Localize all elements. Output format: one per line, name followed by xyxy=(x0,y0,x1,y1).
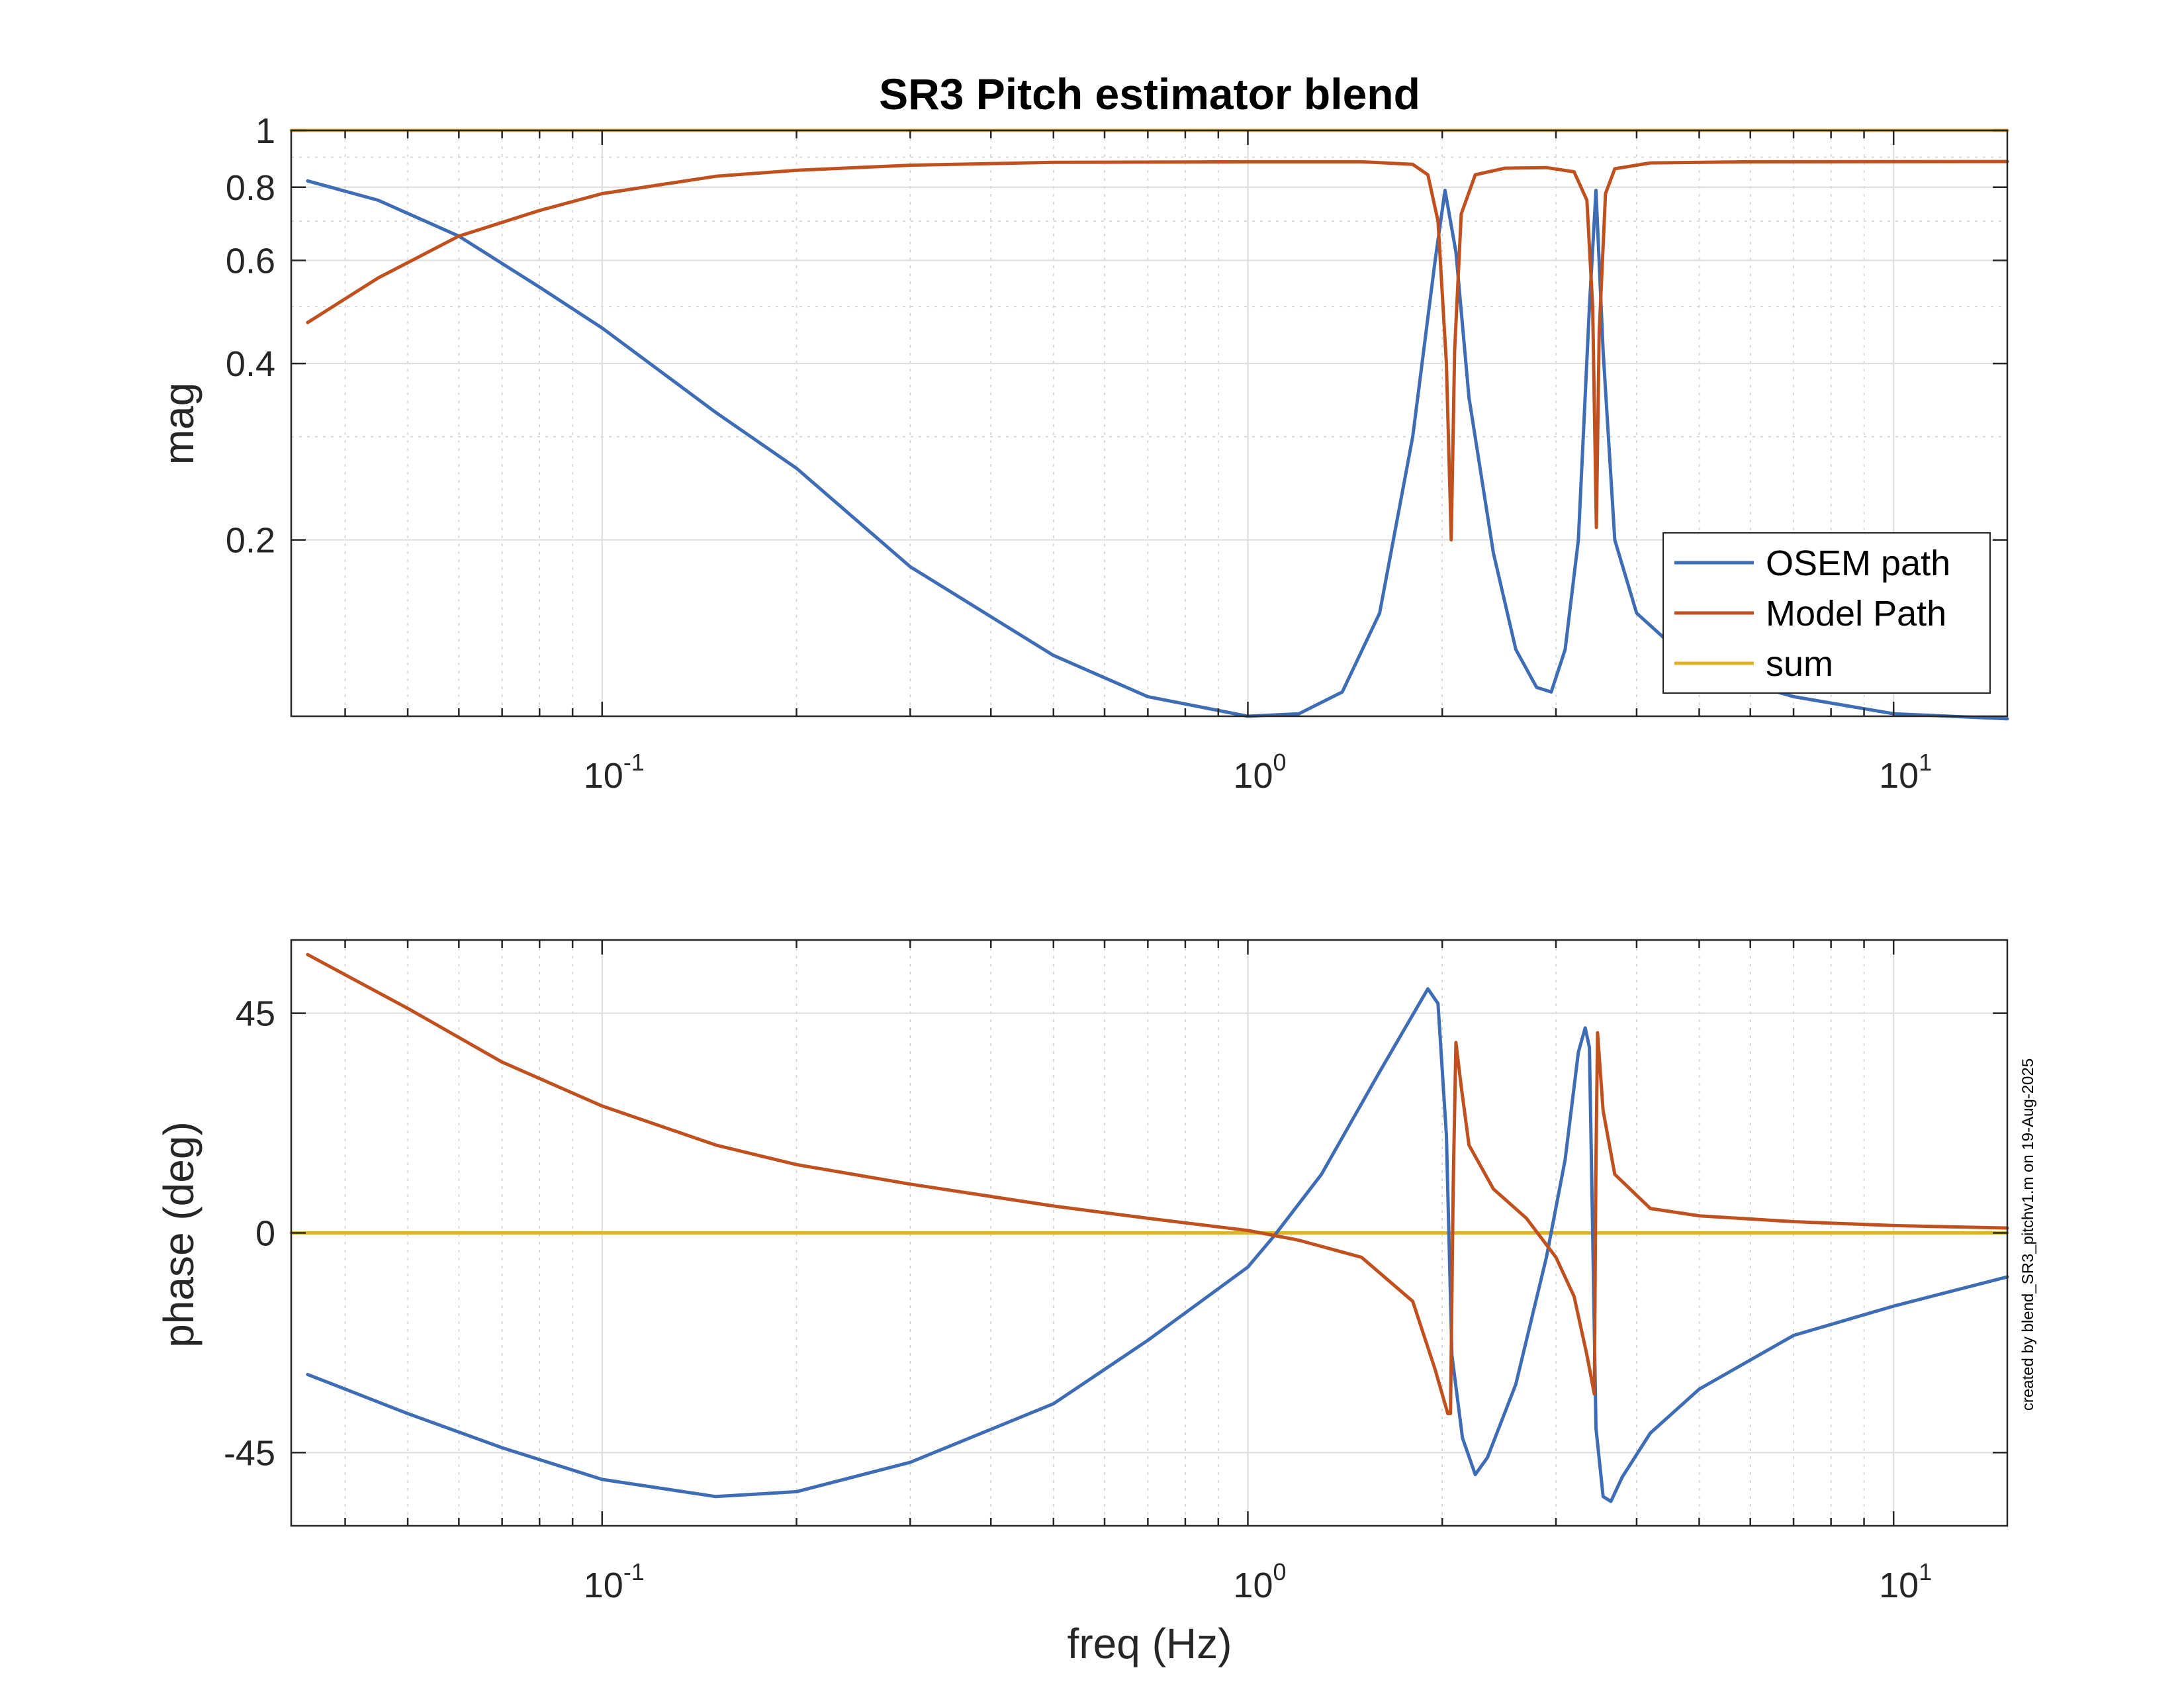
phase-series-model-path xyxy=(306,953,2009,1415)
legend: OSEM path Model Path sum xyxy=(1662,532,1991,694)
x-axis-label: freq (Hz) xyxy=(1068,1620,1232,1667)
phase-x-tick-label: 10-1 xyxy=(584,1558,645,1605)
mag-y-tick-label: 0.4 xyxy=(226,344,275,384)
phase-y-tick-label: -45 xyxy=(224,1433,275,1473)
mag-x-tick-label: 10-1 xyxy=(584,749,645,796)
phase-y-axis-label: phase (deg) xyxy=(155,1121,203,1348)
mag-y-tick-label: 0.6 xyxy=(226,241,275,281)
magnitude-y-axis-label: mag xyxy=(155,383,203,465)
legend-label-osem-path: OSEM path xyxy=(1766,543,1950,583)
phase-x-tick-label: 101 xyxy=(1879,1558,1932,1605)
phase-y-tick-label: 0 xyxy=(255,1214,275,1254)
mag-series-model-path xyxy=(306,160,2009,542)
legend-label-model-path: Model Path xyxy=(1766,594,1946,633)
credit-text: created by blend_SR3_pitchv1.m on 19-Aug… xyxy=(2019,1058,2037,1411)
phase-series-osem-path xyxy=(306,987,2009,1503)
mag-series-osem-path xyxy=(306,179,2009,721)
magnitude-axes-box xyxy=(290,129,2009,718)
phase-x-tick-label: 100 xyxy=(1233,1558,1286,1605)
phase-y-tick-label: 45 xyxy=(236,994,275,1034)
mag-y-tick-label: 1 xyxy=(255,111,275,151)
chart-title: SR3 Pitch estimator blend xyxy=(879,70,1420,118)
magnitude-plot: SR3 Pitch estimator blend 10-1 100 101 0.2 0… xyxy=(155,70,2009,796)
legend-label-sum: sum xyxy=(1766,644,1833,684)
mag-y-tick-label: 0.2 xyxy=(226,521,275,561)
mag-x-tick-label: 101 xyxy=(1879,749,1932,796)
mag-x-tick-label: 100 xyxy=(1233,749,1286,796)
phase-plot: 10-1 100 101 -45 0 45 phase (deg) freq (Hz) xyxy=(155,939,2009,1667)
mag-y-tick-label: 0.8 xyxy=(226,168,275,208)
